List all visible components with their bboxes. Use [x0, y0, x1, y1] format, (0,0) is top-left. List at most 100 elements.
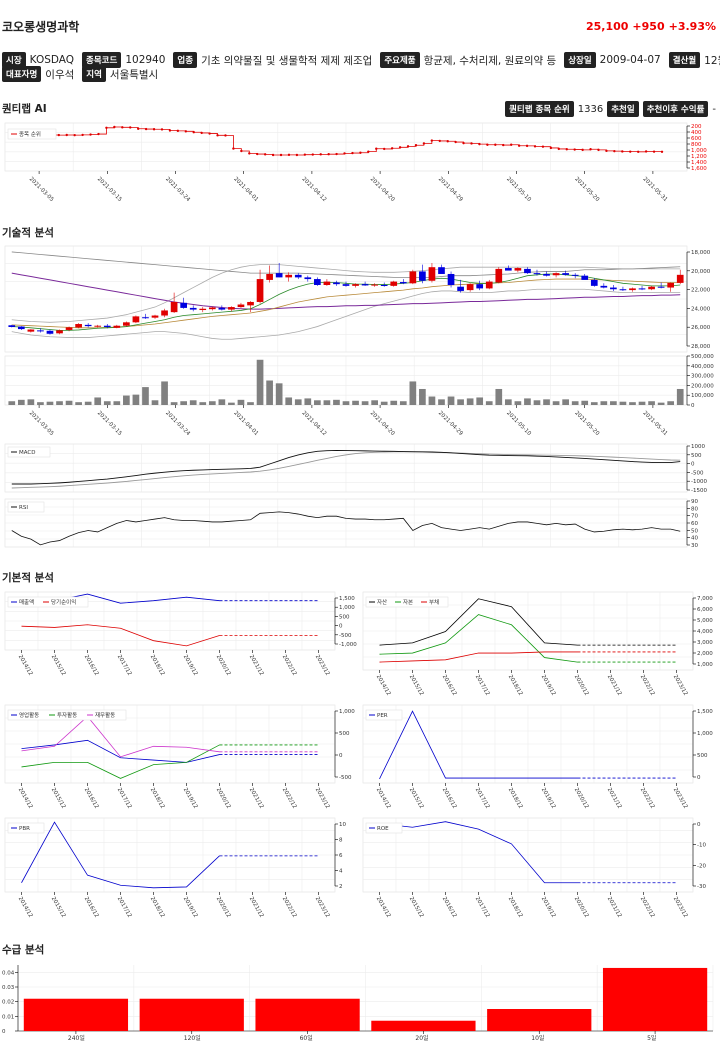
y-tick-label: 500,000 [691, 354, 714, 360]
candle-body [552, 273, 560, 276]
volume-bar [476, 397, 484, 405]
y-tick-label: 40 [691, 536, 698, 542]
y-tick-label: -10 [697, 843, 706, 849]
candle-body [352, 284, 359, 286]
rank-point [446, 140, 449, 143]
info_row1-value-3: 항균제, 수처리제, 원료의약 등 [423, 54, 557, 67]
volume-bar [65, 400, 73, 405]
y-tick-label: 0 [2, 1029, 6, 1035]
volume-bar [409, 381, 417, 405]
info_row2-value-0: 이우석 [45, 68, 75, 81]
y-tick-label: -500 [339, 775, 352, 781]
rank-point [81, 133, 84, 137]
candle-body [8, 325, 16, 327]
macd-line [11, 449, 681, 485]
legend-box [365, 596, 449, 608]
supply-bar [602, 967, 708, 1031]
y-tick-label: 0 [697, 775, 701, 781]
rank-point [383, 147, 386, 151]
x-tick-label: 2018/12 [507, 674, 524, 697]
ma-long [11, 272, 681, 310]
rank-point [621, 150, 624, 153]
volume-bar [218, 399, 226, 405]
rank-point [129, 126, 132, 129]
volume-bar [247, 402, 254, 405]
candle-body [65, 327, 73, 330]
volume-bar [657, 402, 665, 405]
legend-label: 투자활동 [57, 711, 77, 719]
candle-body [399, 282, 407, 284]
x-tick-label: 2023/12 [672, 674, 689, 697]
series-line [379, 651, 578, 663]
rank-point [438, 139, 441, 143]
volume-bar [552, 401, 560, 405]
x-tick-label: 2021-03-24 [164, 410, 191, 437]
rank-point [295, 153, 299, 157]
rsi-line [11, 511, 681, 546]
volume-bar [676, 388, 684, 405]
quant-rank-badge: 퀀티랩 종목 순위 [505, 101, 574, 117]
candle-body [514, 268, 522, 271]
x-tick-label: 2014/12 [17, 787, 34, 810]
legend-label: 당기순이익 [51, 598, 76, 606]
series-line [379, 598, 578, 646]
supply-bar [371, 1020, 476, 1031]
candle-body [476, 284, 484, 289]
x-tick-label: 60일 [300, 1034, 313, 1042]
x-tick-label: 2021-04-12 [300, 176, 327, 203]
volume-bar [180, 401, 188, 405]
rank-point [359, 151, 362, 154]
x-tick-label: 2019/12 [540, 787, 557, 810]
y-tick-label: 28,000 [691, 344, 711, 350]
y-tick-label: 500 [339, 614, 350, 620]
candle-body [17, 326, 25, 330]
x-tick-label: 2022/12 [281, 654, 298, 677]
x-tick-label: 2022/12 [639, 787, 656, 810]
supply-bar [255, 998, 360, 1031]
series-line [21, 821, 220, 889]
candle-body [199, 308, 207, 311]
legend-label: 재무활동 [95, 711, 115, 719]
volume-bar [543, 399, 550, 405]
rank-point [168, 129, 172, 132]
y-tick-label: 1,400 [691, 160, 707, 166]
rank-point [327, 153, 330, 156]
y-tick-label: 0 [697, 822, 701, 828]
volume-bar [524, 398, 531, 405]
x-tick-label: 2021-03-15 [96, 176, 123, 203]
x-tick-label: 2021-04-29 [437, 176, 464, 203]
section-title-supply: 수급 분석 [2, 944, 45, 956]
x-tick-label: 2021-04-01 [232, 176, 259, 203]
volume-bar [352, 400, 359, 405]
per-chart: 1,500 1,000 500 0 2014/12 2015/12 2016/12 2017/… [362, 704, 713, 810]
x-tick-label: 2018/12 [149, 787, 166, 810]
y-tick-label: 200,000 [691, 383, 714, 389]
candle-body [27, 329, 35, 332]
x-tick-label: 2023/12 [314, 654, 331, 677]
x-tick-label: 2016/12 [83, 787, 100, 810]
balance-chart: 7,000 6,000 5,000 4,000 3,000 2,000 1,000 2014/… [362, 591, 713, 697]
rank-point [430, 139, 434, 142]
x-tick-label: 2021-05-31 [641, 176, 668, 203]
y-tick-label: 0.02 [2, 1000, 14, 1006]
candle-body [247, 301, 254, 306]
price-change-pct: +3.93% [668, 20, 716, 33]
y-tick-label: 300,000 [691, 374, 714, 380]
volume-bar [514, 401, 522, 405]
legend-label: 매출액 [19, 598, 34, 606]
rank-point [97, 132, 100, 136]
ma-envelope [11, 251, 681, 278]
x-tick-label: 2018/12 [149, 654, 166, 677]
x-tick-label: 2017/12 [474, 896, 491, 919]
candle-body [132, 316, 140, 323]
candle-body [610, 287, 617, 290]
legend-label: 자본 [403, 598, 413, 606]
rank-point [232, 147, 235, 150]
volume-bar [161, 381, 168, 405]
volume-bar [294, 399, 302, 405]
volume-bar [132, 394, 140, 405]
y-tick-label: 3,000 [697, 640, 713, 646]
candle-body [113, 325, 121, 328]
series-line [379, 710, 578, 780]
